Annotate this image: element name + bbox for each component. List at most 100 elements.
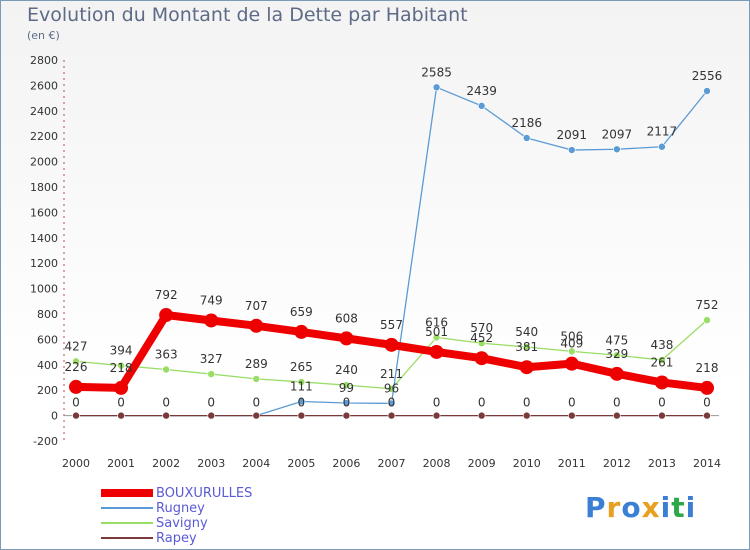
data-label-savigny: 211 xyxy=(380,367,403,381)
data-label-savigny: 475 xyxy=(605,333,628,347)
data-point-rapey xyxy=(207,411,216,420)
data-label-rapey: 0 xyxy=(117,396,125,410)
x-tick-label: 2006 xyxy=(332,457,360,470)
data-point-rugney xyxy=(613,145,621,154)
data-point-bouxurulles xyxy=(564,356,579,371)
data-label-savigny: 540 xyxy=(515,325,538,339)
data-label-rugney: 2186 xyxy=(511,116,542,130)
data-label-savigny: 752 xyxy=(696,298,719,312)
data-point-rugney xyxy=(477,102,486,110)
data-point-bouxurulles xyxy=(519,360,534,375)
data-point-savigny xyxy=(703,316,711,324)
y-tick-label: 1000 xyxy=(30,283,58,296)
x-tick-label: 2003 xyxy=(197,457,225,470)
data-label-savigny: 438 xyxy=(650,338,673,352)
y-tick-label: 1600 xyxy=(30,206,58,219)
data-point-bouxurulles xyxy=(429,344,444,359)
data-point-savigny xyxy=(297,378,306,386)
data-point-savigny xyxy=(252,375,261,383)
data-point-savigny xyxy=(72,357,80,366)
data-label-bouxurulles: 659 xyxy=(290,305,313,319)
data-label-bouxurulles: 749 xyxy=(200,293,223,307)
data-label-rapey: 0 xyxy=(703,396,711,410)
x-tick-label: 2010 xyxy=(513,457,541,470)
data-label-rapey: 0 xyxy=(72,396,80,410)
x-tick-label: 2014 xyxy=(693,457,721,470)
data-label-rapey: 0 xyxy=(523,396,531,410)
data-point-savigny xyxy=(658,356,666,364)
y-tick-label: 600 xyxy=(37,333,58,346)
data-label-rapey: 0 xyxy=(478,396,486,410)
x-tick-label: 2007 xyxy=(378,457,406,470)
data-label-savigny: 240 xyxy=(335,363,358,377)
data-label-savigny: 570 xyxy=(470,321,493,335)
data-point-bouxurulles xyxy=(700,380,714,395)
data-point-rapey xyxy=(703,411,711,420)
y-tick-label: 200 xyxy=(37,384,58,397)
data-label-rugney: 2097 xyxy=(602,127,633,141)
data-label-savigny: 616 xyxy=(425,315,448,329)
data-point-rapey xyxy=(342,411,351,420)
data-label-bouxurulles: 218 xyxy=(110,361,133,375)
data-point-rugney xyxy=(387,399,396,408)
data-label-rugney: 2091 xyxy=(557,128,588,142)
data-label-rugney: 2439 xyxy=(466,84,497,98)
data-point-rugney xyxy=(342,399,351,407)
y-tick-label: 1400 xyxy=(30,232,58,245)
y-tick-label: 2200 xyxy=(30,130,58,143)
y-tick-label: 0 xyxy=(51,410,58,423)
data-point-rapey xyxy=(658,411,666,420)
data-label-savigny: 327 xyxy=(200,352,223,366)
x-tick-label: 2000 xyxy=(62,457,90,470)
data-label-rugney: 2556 xyxy=(692,69,723,83)
data-point-rugney xyxy=(432,83,441,92)
data-point-rapey xyxy=(387,411,396,420)
data-point-bouxurulles xyxy=(294,324,309,339)
data-label-bouxurulles: 261 xyxy=(650,355,673,369)
data-label-savigny: 506 xyxy=(560,329,583,343)
data-point-rapey xyxy=(477,411,486,420)
data-point-rapey xyxy=(162,411,170,420)
data-label-rugney: 2585 xyxy=(421,65,452,79)
data-label-rapey: 0 xyxy=(252,396,260,410)
data-point-bouxurulles xyxy=(609,366,624,381)
data-point-bouxurulles xyxy=(339,331,354,346)
data-point-rapey xyxy=(567,411,576,420)
proxiti-logo: Proxiti xyxy=(585,491,697,524)
data-point-rapey xyxy=(252,411,261,420)
data-label-bouxurulles: 707 xyxy=(245,299,268,313)
data-label-rugney: 111 xyxy=(290,380,313,394)
data-label-rapey: 0 xyxy=(658,396,666,410)
legend-swatch xyxy=(101,522,153,524)
legend-label: Savigny xyxy=(156,516,208,531)
x-tick-label: 2013 xyxy=(648,457,676,470)
y-tick-label: 2600 xyxy=(30,79,58,92)
legend-label: Rapey xyxy=(156,531,197,546)
data-label-bouxurulles: 381 xyxy=(515,340,538,354)
data-label-rugney: 2117 xyxy=(647,125,678,139)
data-label-rugney: 99 xyxy=(339,381,354,395)
x-tick-label: 2001 xyxy=(107,457,135,470)
x-tick-label: 2008 xyxy=(423,457,451,470)
data-label-rapey: 0 xyxy=(207,396,215,410)
data-label-savigny: 427 xyxy=(65,339,88,353)
y-tick-label: 2800 xyxy=(30,54,58,67)
x-tick-label: 2012 xyxy=(603,457,631,470)
data-point-rapey xyxy=(72,411,80,420)
data-point-savigny xyxy=(117,361,125,370)
x-tick-label: 2004 xyxy=(242,457,270,470)
data-point-bouxurulles xyxy=(114,380,129,395)
x-tick-label: 2005 xyxy=(287,457,315,470)
y-tick-label: 2000 xyxy=(30,156,58,169)
data-point-bouxurulles xyxy=(69,379,83,394)
y-tick-label: 2400 xyxy=(30,105,58,118)
data-point-savigny xyxy=(613,351,621,360)
y-tick-label: 1800 xyxy=(30,181,58,194)
data-label-bouxurulles: 452 xyxy=(470,331,493,345)
data-label-rapey: 0 xyxy=(298,396,306,410)
data-point-rugney xyxy=(567,146,576,154)
data-point-rapey xyxy=(522,411,531,420)
data-point-rapey xyxy=(297,411,306,420)
data-point-rapey xyxy=(432,411,441,420)
data-point-bouxurulles xyxy=(384,337,399,352)
